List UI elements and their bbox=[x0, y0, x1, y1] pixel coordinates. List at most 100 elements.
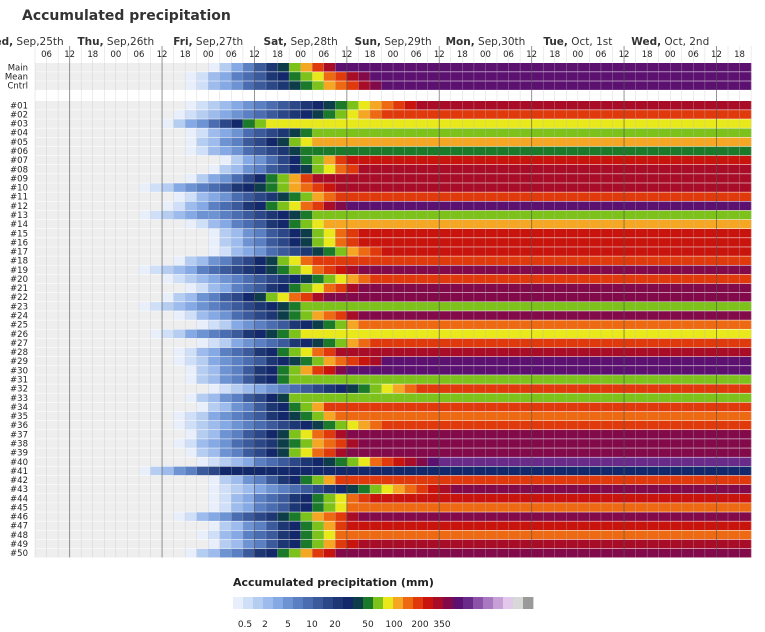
heatmap-cell bbox=[369, 210, 382, 220]
heatmap-cell bbox=[635, 201, 648, 211]
heatmap-cell bbox=[69, 183, 82, 192]
heatmap-cell bbox=[566, 63, 579, 72]
heatmap-cell bbox=[658, 110, 671, 119]
heatmap-cell bbox=[450, 393, 463, 403]
heatmap-cell bbox=[231, 366, 244, 375]
heatmap-cell bbox=[138, 475, 151, 485]
heatmap-cell bbox=[127, 384, 140, 393]
heatmap-cell bbox=[624, 63, 636, 72]
heatmap-cell bbox=[543, 411, 556, 421]
legend-swatch bbox=[383, 597, 394, 609]
heatmap-cell bbox=[242, 164, 255, 174]
heatmap-cell bbox=[416, 539, 428, 549]
heatmap-cell bbox=[335, 265, 348, 275]
heatmap-cell bbox=[728, 210, 740, 220]
heatmap-cell bbox=[150, 484, 163, 494]
heatmap-cell bbox=[589, 347, 602, 357]
heatmap-cell bbox=[358, 174, 371, 183]
heatmap-cell bbox=[462, 494, 475, 503]
heatmap-cell bbox=[266, 137, 278, 147]
heatmap-cell bbox=[127, 292, 140, 302]
heatmap-cell bbox=[173, 466, 186, 476]
heatmap-cell bbox=[300, 366, 313, 375]
heatmap-cell bbox=[219, 174, 232, 183]
heatmap-cell bbox=[323, 484, 336, 494]
heatmap-cell bbox=[115, 155, 128, 165]
heatmap-cell bbox=[427, 256, 440, 265]
heatmap-cell bbox=[369, 539, 382, 549]
heatmap-cell bbox=[704, 512, 717, 521]
heatmap-cell bbox=[369, 503, 382, 512]
heatmap-cell bbox=[104, 393, 117, 403]
heatmap-cell bbox=[69, 247, 82, 256]
heatmap-cell bbox=[150, 283, 163, 293]
row-label: #40 bbox=[10, 458, 28, 468]
heatmap-cell bbox=[543, 81, 556, 90]
heatmap-cell bbox=[624, 128, 636, 138]
heatmap-cell bbox=[427, 210, 440, 220]
heatmap-cell bbox=[242, 494, 255, 503]
heatmap-cell bbox=[473, 320, 486, 329]
heatmap-cell bbox=[138, 366, 151, 375]
heatmap-cell bbox=[81, 503, 94, 512]
heatmap-cell bbox=[358, 338, 371, 348]
heatmap-cell bbox=[369, 402, 382, 412]
heatmap-cell bbox=[681, 110, 694, 119]
heatmap-cell bbox=[254, 402, 267, 412]
heatmap-cell bbox=[520, 174, 532, 183]
heatmap-cell bbox=[115, 274, 128, 284]
heatmap-cell bbox=[162, 375, 174, 384]
heatmap-cell bbox=[231, 494, 244, 503]
heatmap-cell bbox=[658, 503, 671, 512]
heatmap-cell bbox=[242, 63, 255, 72]
heatmap-cell bbox=[728, 484, 740, 494]
heatmap-cell bbox=[670, 503, 683, 512]
heatmap-cell bbox=[69, 329, 82, 339]
heatmap-cell bbox=[416, 475, 428, 485]
heatmap-cell bbox=[162, 110, 174, 119]
heatmap-cell bbox=[543, 420, 556, 430]
heatmap-cell bbox=[462, 201, 475, 211]
heatmap-cell bbox=[150, 292, 163, 302]
heatmap-cell bbox=[150, 81, 163, 90]
heatmap-cell bbox=[196, 256, 209, 265]
heatmap-cell bbox=[520, 110, 532, 119]
heatmap-cell bbox=[185, 302, 197, 311]
heatmap-cell bbox=[92, 146, 105, 156]
heatmap-cell bbox=[531, 539, 544, 549]
heatmap-cell bbox=[658, 265, 671, 275]
heatmap-cell bbox=[162, 439, 174, 448]
heatmap-cell bbox=[439, 430, 452, 439]
heatmap-cell bbox=[335, 503, 348, 512]
heatmap-cell bbox=[716, 192, 729, 201]
heatmap-cell bbox=[242, 384, 255, 393]
heatmap-cell bbox=[127, 494, 140, 503]
heatmap-cell bbox=[462, 247, 475, 256]
heatmap-cell bbox=[231, 146, 244, 156]
heatmap-cell bbox=[127, 338, 140, 348]
heatmap-cell bbox=[138, 164, 151, 174]
heatmap-cell bbox=[369, 192, 382, 201]
heatmap-cell bbox=[416, 512, 428, 521]
heatmap-cell bbox=[104, 457, 117, 467]
heatmap-cell bbox=[508, 137, 521, 147]
heatmap-cell bbox=[58, 238, 70, 247]
heatmap-cell bbox=[612, 302, 625, 311]
heatmap-cell bbox=[335, 302, 348, 311]
heatmap-cell bbox=[46, 128, 59, 138]
heatmap-cell bbox=[416, 192, 428, 201]
heatmap-cell bbox=[289, 347, 301, 357]
heatmap-cell bbox=[577, 256, 590, 265]
heatmap-cell bbox=[704, 503, 717, 512]
heatmap-cell bbox=[624, 411, 636, 421]
heatmap-cell bbox=[69, 494, 82, 503]
heatmap-cell bbox=[520, 393, 532, 403]
heatmap-cell bbox=[508, 548, 521, 558]
heatmap-cell bbox=[127, 238, 140, 247]
heatmap-cell bbox=[450, 494, 463, 503]
heatmap-cell bbox=[462, 439, 475, 448]
heatmap-cell bbox=[369, 292, 382, 302]
heatmap-cell bbox=[312, 238, 325, 247]
heatmap-cell bbox=[162, 384, 174, 393]
heatmap-cell bbox=[554, 192, 567, 201]
